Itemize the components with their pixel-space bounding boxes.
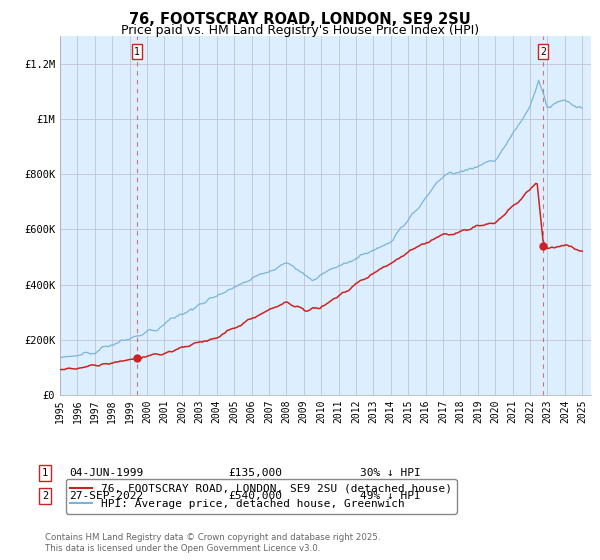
Text: Price paid vs. HM Land Registry's House Price Index (HPI): Price paid vs. HM Land Registry's House … xyxy=(121,24,479,36)
Text: 2: 2 xyxy=(540,46,546,57)
Text: £540,000: £540,000 xyxy=(228,491,282,501)
Text: 27-SEP-2022: 27-SEP-2022 xyxy=(69,491,143,501)
Text: Contains HM Land Registry data © Crown copyright and database right 2025.
This d: Contains HM Land Registry data © Crown c… xyxy=(45,533,380,553)
Text: 04-JUN-1999: 04-JUN-1999 xyxy=(69,468,143,478)
Text: 76, FOOTSCRAY ROAD, LONDON, SE9 2SU: 76, FOOTSCRAY ROAD, LONDON, SE9 2SU xyxy=(129,12,471,27)
Text: 1: 1 xyxy=(134,46,140,57)
Text: 1: 1 xyxy=(42,468,48,478)
Text: 49% ↓ HPI: 49% ↓ HPI xyxy=(360,491,421,501)
Text: 2: 2 xyxy=(42,491,48,501)
Text: £135,000: £135,000 xyxy=(228,468,282,478)
Legend: 76, FOOTSCRAY ROAD, LONDON, SE9 2SU (detached house), HPI: Average price, detach: 76, FOOTSCRAY ROAD, LONDON, SE9 2SU (det… xyxy=(65,479,457,514)
Text: 30% ↓ HPI: 30% ↓ HPI xyxy=(360,468,421,478)
